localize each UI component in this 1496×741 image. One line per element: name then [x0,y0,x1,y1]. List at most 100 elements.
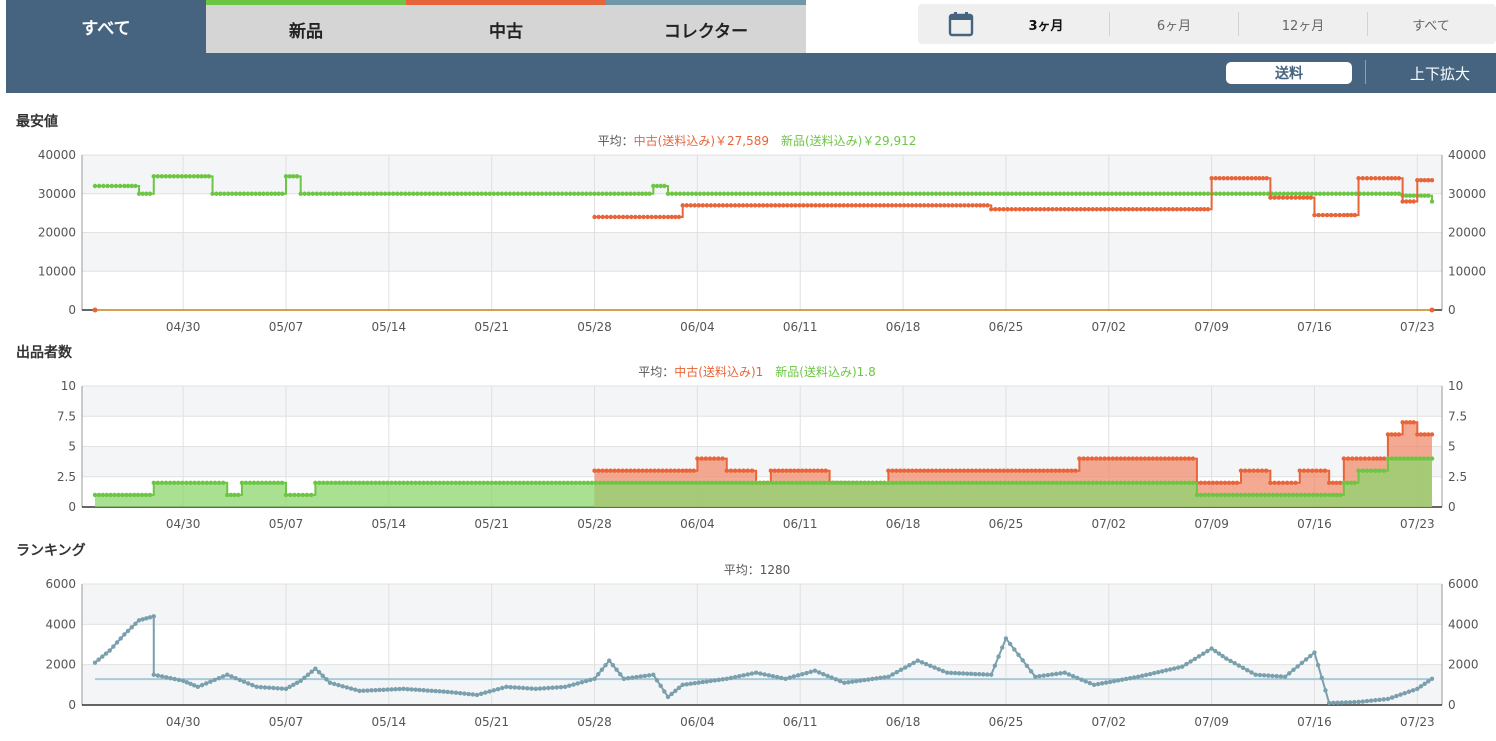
new-price-point [1061,191,1067,196]
used-sellers-point [1238,468,1244,473]
ranking-point [1003,636,1009,641]
new-price-point [745,191,751,196]
shipping-toggle-button[interactable]: 送料 [1226,62,1352,84]
tab-collector[interactable]: コレクター [606,0,806,53]
y-tick-label-right: 2000 [1448,658,1479,672]
used-price-point [653,214,658,220]
new-sellers-point [649,480,655,485]
used-price-point [688,203,693,208]
new-sellers-point [669,480,675,485]
used-sellers-point [1400,420,1405,425]
used-price-point [616,214,622,220]
ranking-point [1394,693,1399,699]
new-sellers-point [325,480,330,485]
used-sellers-point [1001,468,1006,473]
used-price-point [1389,176,1394,181]
used-price-point [604,214,609,220]
used-price-point [704,203,710,208]
new-sellers-point [1154,480,1160,485]
ranking-point [858,678,863,683]
used-price-point [740,203,746,208]
ranking-point [100,654,105,659]
used-sellers-point [1330,480,1336,485]
ranking-point [658,683,663,689]
range-6-months-button[interactable]: 6ヶ月 [1156,18,1192,34]
new-price-point [362,191,368,196]
used-sellers-point [918,468,923,473]
used-sellers-point [691,468,696,473]
new-sellers-point [806,480,811,485]
new-sellers-point [1118,480,1123,485]
used-price-point [1070,207,1075,212]
used-sellers-point [1154,456,1160,461]
x-tick-label: 06/18 [886,715,921,729]
ranking-point [1356,699,1361,705]
new-price-point [113,183,119,189]
used-sellers-point [668,468,673,473]
new-price-point [403,191,408,196]
new-price-point [1129,191,1135,196]
range-all-button[interactable]: すべて [1412,18,1450,34]
ranking-point [533,686,538,692]
new-price-point [1021,191,1027,196]
vertical-zoom-button[interactable]: 上下拡大 [1409,64,1470,83]
ranking-point [932,665,937,670]
used-price-point [1166,207,1172,212]
new-sellers-point [1290,492,1296,498]
ranking-point [294,680,300,686]
used-price-point [1400,199,1405,204]
new-sellers-point [292,492,297,498]
new-price-point [632,191,637,196]
used-price-point [978,203,983,208]
range-3-months-button[interactable]: 3ヶ月 [1028,18,1064,34]
new-price-point [531,191,537,196]
new-sellers-point [838,480,843,485]
new-sellers-point [433,480,438,485]
tab-used[interactable]: 中古 [406,0,606,53]
new-sellers-point [1110,480,1115,485]
used-sellers-point [1411,420,1416,425]
x-tick-label: 06/04 [680,715,715,729]
new-price-point [499,191,505,196]
ranking-point [103,651,109,656]
used-sellers-point [993,468,999,473]
used-price-point [676,214,682,220]
new-sellers-point [437,480,442,485]
ranking-point [654,678,660,683]
new-sellers-point [1226,492,1232,498]
used-sellers-point [1166,456,1172,461]
used-price-point [696,203,701,208]
tab-all[interactable]: すべて [6,0,206,53]
ranking-point [332,681,337,687]
new-price-point [475,191,480,196]
new-price-point [1077,191,1083,196]
ranking-point [1033,674,1038,679]
ranking-points [92,614,1435,706]
new-sellers-point [954,480,959,485]
used-price-point [857,203,863,208]
used-sellers-point [1013,468,1018,473]
new-price-point [1141,191,1147,196]
used-price-point [1202,207,1207,212]
new-price-point [191,174,197,179]
range-12-months-button[interactable]: 12ヶ月 [1281,18,1325,34]
new-sellers-point [147,492,153,498]
new-price-point [1393,191,1398,196]
new-sellers-point [709,480,715,485]
new-sellers-point [120,492,125,498]
used-price-point [1329,212,1334,218]
used-sellers-point [1230,480,1236,485]
new-sellers-point [749,480,755,485]
tab-new[interactable]: 新品 [206,0,406,53]
new-sellers-point [693,480,699,485]
new-sellers-point [445,480,450,485]
new-sellers-point [729,480,735,485]
new-price-point [785,191,791,196]
ranking-point [579,680,585,685]
used-price-point [1009,207,1014,212]
used-price-point [1233,176,1238,181]
ranking-point [541,686,547,691]
new-price-point [729,191,735,196]
used-price-point [1304,195,1310,200]
used-price-point [1142,207,1148,212]
